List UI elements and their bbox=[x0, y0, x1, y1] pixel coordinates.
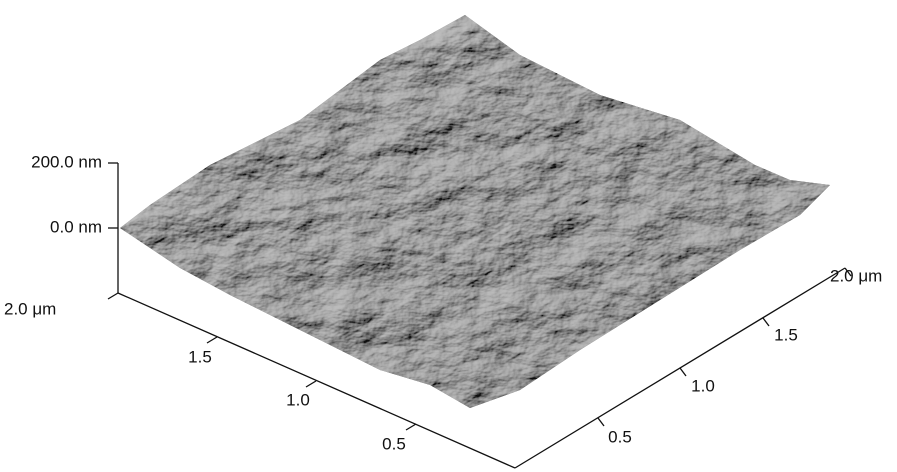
surface bbox=[120, 15, 830, 408]
y-tick bbox=[598, 418, 604, 426]
x-tick bbox=[306, 381, 316, 387]
x-tick-label: 2.0 μm bbox=[4, 299, 56, 318]
x-tick bbox=[207, 337, 217, 343]
surface-texture bbox=[120, 15, 830, 408]
y-tick-label: 0.5 bbox=[608, 427, 632, 446]
y-tick bbox=[763, 318, 769, 326]
y-tick-label: 1.0 bbox=[691, 376, 715, 395]
y-tick-label: 2.0 μm bbox=[830, 266, 882, 285]
z-tick-label: 0.0 nm bbox=[50, 217, 102, 236]
x-tick-label: 1.5 bbox=[188, 347, 212, 366]
x-tick bbox=[406, 424, 416, 430]
y-tick-label: 1.5 bbox=[774, 325, 798, 344]
y-tick bbox=[680, 368, 686, 376]
x-tick bbox=[108, 293, 118, 299]
x-tick-label: 0.5 bbox=[382, 434, 406, 453]
afm-figure: 200.0 nm 0.0 nm 2.0 μm 1.5 1.0 0.5 0.5 1… bbox=[0, 0, 897, 472]
x-tick-label: 1.0 bbox=[286, 390, 310, 409]
page: 200.0 nm 0.0 nm 2.0 μm 1.5 1.0 0.5 0.5 1… bbox=[0, 0, 897, 472]
z-tick-label: 200.0 nm bbox=[31, 152, 102, 171]
